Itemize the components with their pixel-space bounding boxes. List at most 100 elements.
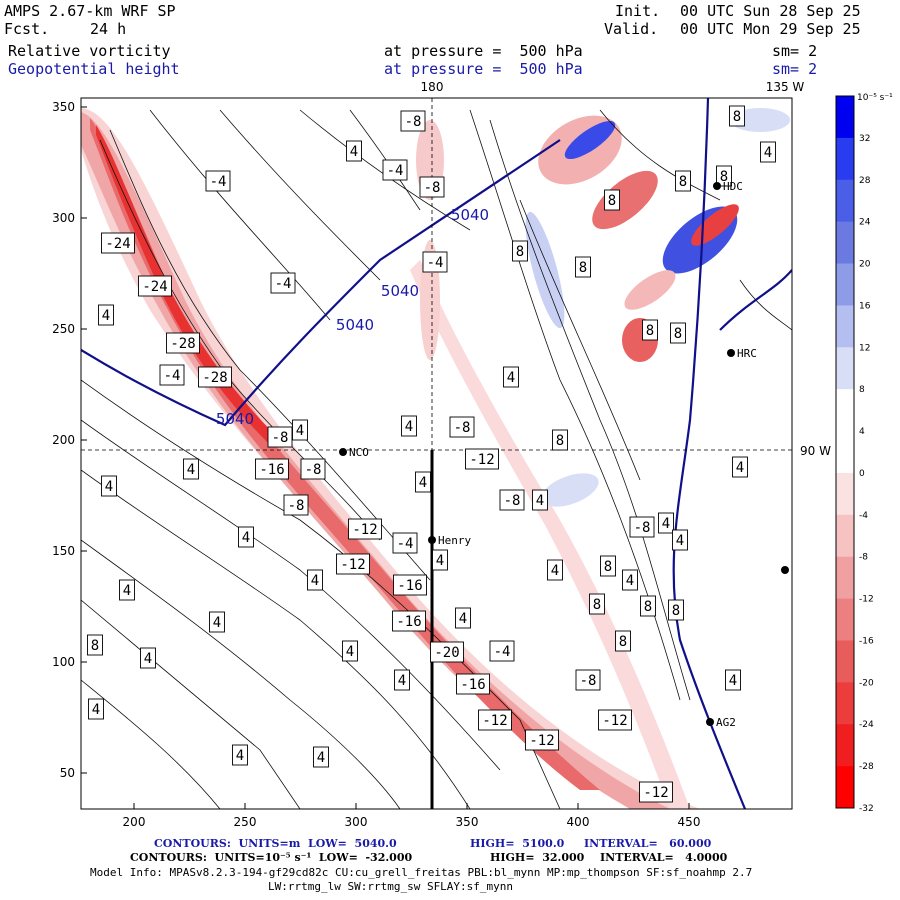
svg-text:-8: -8 <box>504 493 521 509</box>
colorbar-label: -12 <box>859 595 874 605</box>
vorticity-label: -12 <box>336 553 370 575</box>
svg-text:-4: -4 <box>387 163 404 179</box>
blob-blue-3 <box>525 211 565 329</box>
vorticity-label: 4 <box>622 569 638 591</box>
svg-text:-8: -8 <box>288 498 305 514</box>
vorticity-label: -12 <box>465 448 499 470</box>
svg-text:-12: -12 <box>643 785 668 801</box>
init-time: 00 UTC Sun 28 Sep 25 <box>680 2 861 20</box>
svg-text:4: 4 <box>350 144 358 160</box>
y-tick-label: 100 <box>52 655 75 669</box>
model-title: AMPS 2.67-km WRF SP <box>4 2 176 20</box>
vorticity-label: 8 <box>87 634 103 656</box>
vorticity-label: -4 <box>159 364 185 386</box>
blob-blue-4 <box>541 473 599 507</box>
svg-text:4: 4 <box>187 462 195 478</box>
vorticity-label: 4 <box>98 304 114 326</box>
svg-text:-12: -12 <box>482 713 507 729</box>
vorticity-label: 8 <box>552 429 568 451</box>
colorbar-label: -32 <box>859 804 874 814</box>
station-marker: Henry <box>428 534 471 547</box>
svg-text:8: 8 <box>556 433 564 449</box>
vorticity-label: -16 <box>456 673 490 695</box>
colorbar-label: -24 <box>859 720 874 730</box>
svg-text:4: 4 <box>236 748 244 764</box>
footer-vort-interval: INTERVAL= 4.0000 <box>600 851 728 864</box>
svg-text:AG2: AG2 <box>716 716 736 729</box>
y-tick-label: 300 <box>52 211 75 225</box>
svg-text:-4: -4 <box>210 174 227 190</box>
vorticity-label: 4 <box>732 456 748 478</box>
colorbar-swatch <box>836 96 854 139</box>
colorbar-swatch <box>836 514 854 558</box>
vorticity-label: -16 <box>393 574 427 596</box>
svg-text:-12: -12 <box>529 733 554 749</box>
svg-text:NCO: NCO <box>349 446 369 459</box>
svg-text:-16: -16 <box>259 462 284 478</box>
svg-text:-4: -4 <box>397 536 414 552</box>
svg-text:-8: -8 <box>272 430 289 446</box>
svg-text:4: 4 <box>436 553 444 569</box>
colorbar-label: -20 <box>859 678 874 688</box>
vorticity-label: 4 <box>503 366 519 388</box>
svg-text:8: 8 <box>593 597 601 613</box>
vorticity-label: 8 <box>640 595 656 617</box>
svg-text:-12: -12 <box>352 522 377 538</box>
footer-vort-high: HIGH= 32.000 <box>490 851 585 864</box>
station-marker: HRC <box>727 347 757 360</box>
vorticity-label: -4 <box>422 251 448 273</box>
svg-text:4: 4 <box>144 651 152 667</box>
height-contour-label: 5040 <box>451 206 489 224</box>
vorticity-label: 4 <box>547 559 563 581</box>
svg-text:8: 8 <box>672 603 680 619</box>
svg-text:4: 4 <box>346 644 354 660</box>
vorticity-label: 8 <box>600 555 616 577</box>
vorticity-label: -4 <box>382 159 408 181</box>
smoothing-2: sm= 2 <box>772 60 818 78</box>
svg-text:8: 8 <box>733 109 741 125</box>
vorticity-label: 4 <box>725 669 741 691</box>
station-marker: NCO <box>339 446 369 459</box>
edge-dot <box>781 566 789 574</box>
colorbar-swatch <box>836 682 854 725</box>
vorticity-label: 8 <box>589 593 605 615</box>
vorticity-label: -4 <box>392 532 418 554</box>
lon-135w-label: 135 W <box>766 80 805 94</box>
svg-text:4: 4 <box>459 611 467 627</box>
vorticity-label: -8 <box>449 416 475 438</box>
svg-text:-24: -24 <box>105 236 130 252</box>
colorbar-label: -16 <box>859 636 874 646</box>
vorticity-label: -16 <box>255 458 289 480</box>
svg-text:4: 4 <box>405 419 413 435</box>
vorticity-label: -8 <box>400 110 426 132</box>
svg-text:4: 4 <box>92 702 100 718</box>
svg-text:-12: -12 <box>602 713 627 729</box>
vorticity-label: 4 <box>307 569 323 591</box>
svg-text:-8: -8 <box>580 673 597 689</box>
colorbar: 32 28 24 20 16 12 8 4 0 -4 -8 -12 -16 -20 -24 -28 -32 <box>835 95 874 814</box>
svg-text:-24: -24 <box>142 279 167 295</box>
blob-red-4 <box>624 270 676 310</box>
blob-blue-1 <box>564 120 616 160</box>
vorticity-label: -28 <box>198 366 232 388</box>
plot-background <box>81 98 792 809</box>
colorbar-swatch <box>836 640 854 683</box>
vorticity-label: -8 <box>419 176 445 198</box>
colorbar-label: -28 <box>859 762 874 772</box>
svg-text:HRC: HRC <box>737 347 757 360</box>
svg-text:-4: -4 <box>427 255 444 271</box>
vorticity-label: 4 <box>292 419 308 441</box>
svg-text:4: 4 <box>626 573 634 589</box>
x-tick-label: 400 <box>567 815 590 829</box>
vorticity-label: -4 <box>205 170 231 192</box>
colorbar-label: -4 <box>859 511 868 521</box>
vorticity-label: 8 <box>604 189 620 211</box>
valid-label: Valid. <box>604 20 659 38</box>
svg-text:-12: -12 <box>340 557 365 573</box>
vorticity-label: 8 <box>615 630 631 652</box>
svg-text:4: 4 <box>676 533 684 549</box>
x-tick-label: 350 <box>456 815 479 829</box>
colorbar-swatch <box>836 556 854 600</box>
colorbar-swatch <box>836 724 854 767</box>
model-info-2: LW:rrtmg_lw SW:rrtmg_sw SFLAY:sf_mynn <box>268 880 514 893</box>
